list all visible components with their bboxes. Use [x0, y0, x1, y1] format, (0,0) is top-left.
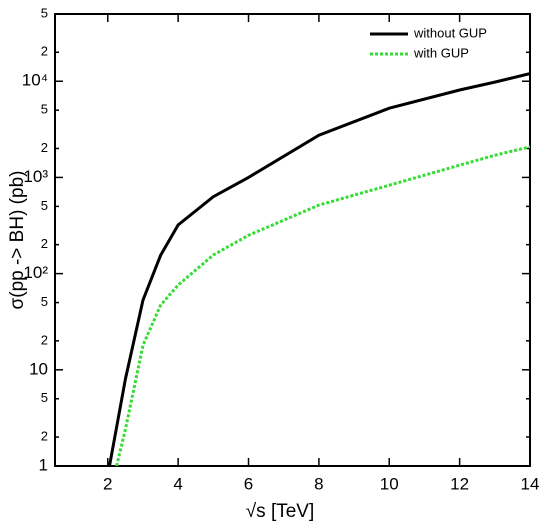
- x-tick-label: 8: [314, 474, 323, 493]
- y-tick-label: 10: [29, 359, 48, 378]
- legend-label: with GUP: [413, 45, 469, 60]
- y-tick-label: 10³: [23, 167, 48, 186]
- y-tick-label: 1: [39, 455, 48, 474]
- x-axis-label: √s [TeV]: [246, 501, 315, 522]
- legend-label: without GUP: [413, 25, 487, 40]
- series-line: [115, 145, 530, 466]
- y-tick-label: 5: [41, 5, 48, 20]
- y-axis-label: σ(pp -> BH) (pb): [7, 171, 28, 310]
- y-tick-label: 5: [41, 102, 48, 117]
- x-tick-label: 6: [244, 474, 253, 493]
- y-tick-label: 2: [41, 428, 48, 443]
- y-tick-label: 10⁴: [22, 71, 48, 90]
- y-tick-label: 2: [41, 140, 48, 155]
- x-tick-label: 10: [380, 474, 399, 493]
- x-tick-label: 2: [103, 474, 112, 493]
- x-tick-label: 4: [173, 474, 182, 493]
- x-tick-label: 12: [450, 474, 469, 493]
- y-tick-label: 2: [41, 44, 48, 59]
- y-tick-label: 5: [41, 294, 48, 309]
- plot-frame: [54, 13, 531, 467]
- y-tick-label: 2: [41, 332, 48, 347]
- y-tick-label: 2: [41, 236, 48, 251]
- y-tick-label: 5: [41, 198, 48, 213]
- x-tick-label: 14: [521, 474, 540, 493]
- series-line: [108, 72, 530, 466]
- y-tick-label: 5: [41, 390, 48, 405]
- y-tick-label: 10²: [23, 263, 48, 282]
